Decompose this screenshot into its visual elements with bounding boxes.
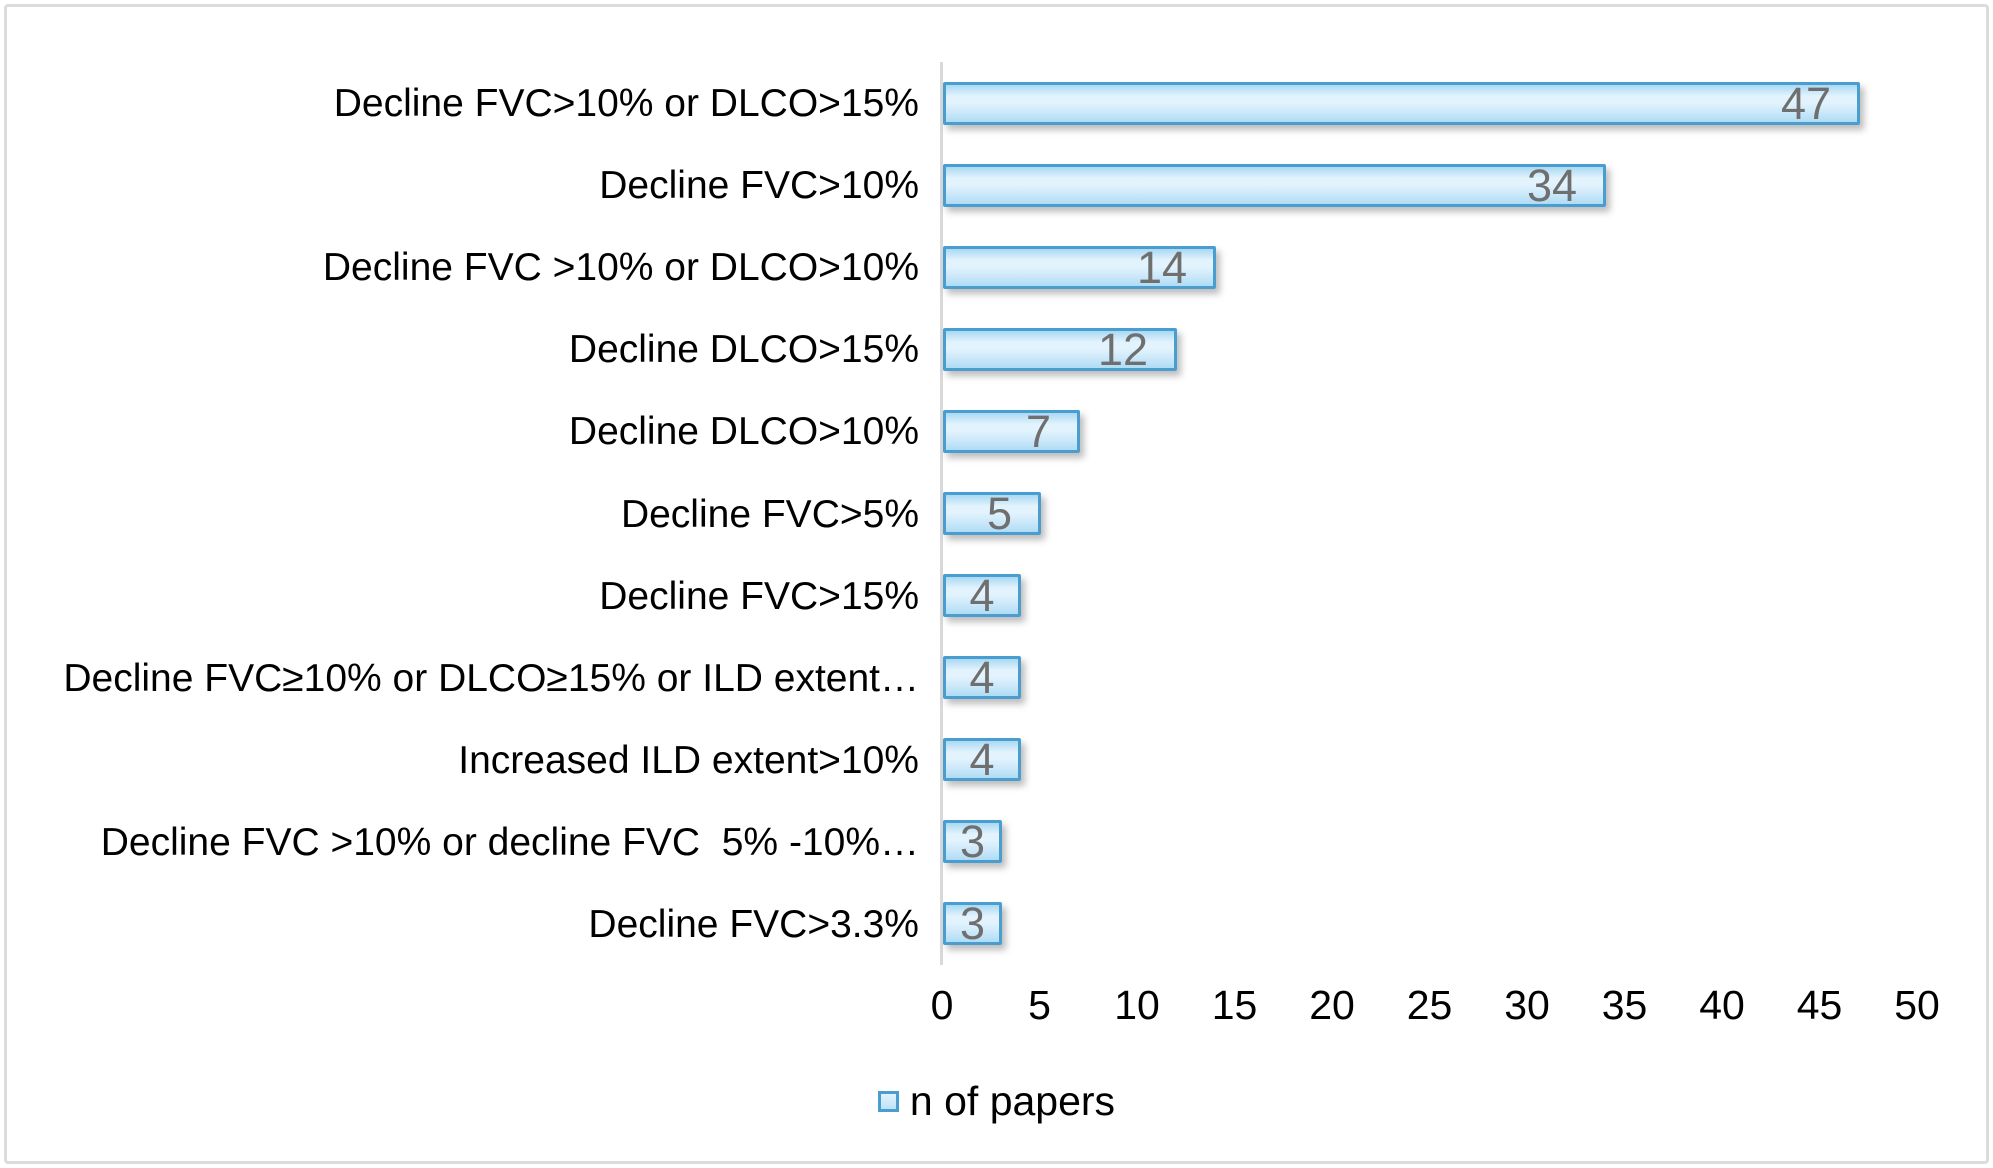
bar: 4 — [943, 734, 1021, 785]
category-label: Decline FVC≥10% or DLCO≥15% or ILD exten… — [63, 657, 919, 700]
bar-value-label: 4 — [969, 652, 995, 703]
bar-value-label: 5 — [986, 488, 1012, 539]
bar-value-label: 47 — [1780, 78, 1831, 129]
bar-value-label: 3 — [959, 816, 986, 867]
bar-value-label: 7 — [1025, 406, 1051, 457]
bar: 3 — [943, 898, 1002, 949]
legend: n of papers — [7, 1081, 1986, 1122]
bar-value-label: 4 — [969, 734, 995, 785]
x-tick-label: 10 — [1114, 982, 1160, 1028]
x-tick-label: 50 — [1894, 982, 1940, 1028]
bar: 47 — [943, 78, 1860, 129]
legend-label: n of papers — [909, 1078, 1116, 1124]
category-label: Decline DLCO>15% — [568, 328, 919, 371]
x-tick-label: 20 — [1309, 982, 1355, 1028]
category-label: Decline FVC>15% — [599, 575, 919, 618]
chart-frame: Decline FVC>10% or DLCO>15% 47 Decline FVC… — [4, 4, 1989, 1164]
category-label: Decline FVC>10% or DLCO>15% — [333, 82, 919, 125]
bar-value-label: 34 — [1526, 160, 1577, 211]
bar-value-label: 3 — [959, 898, 986, 949]
x-tick-label: 30 — [1504, 982, 1550, 1028]
bar: 14 — [943, 242, 1216, 293]
category-label: Decline FVC >10% or DLCO>10% — [322, 246, 919, 289]
category-label: Decline FVC>5% — [620, 493, 919, 536]
bar: 12 — [943, 324, 1177, 375]
bar: 3 — [943, 816, 1002, 867]
x-tick-label: 35 — [1601, 982, 1648, 1028]
category-label: Increased ILD extent>10% — [458, 739, 919, 782]
category-label: Decline FVC>3.3% — [588, 903, 919, 946]
bar: 7 — [943, 406, 1080, 457]
x-tick-label: 5 — [1028, 982, 1051, 1028]
plot-area: Decline FVC>10% or DLCO>15% 47 Decline FVC… — [7, 7, 1986, 1161]
bar: 5 — [943, 488, 1041, 539]
x-tick-label: 0 — [930, 982, 954, 1028]
bar: 4 — [943, 570, 1021, 621]
bar-value-label: 4 — [969, 570, 995, 621]
x-tick-label: 15 — [1211, 982, 1258, 1028]
x-tick-label: 25 — [1406, 982, 1453, 1028]
category-label: Decline FVC >10% or decline FVC 5% -10%… — [100, 821, 919, 864]
legend-swatch-icon — [877, 1091, 899, 1112]
x-tick-label: 40 — [1699, 982, 1745, 1028]
category-label: Decline FVC>10% — [599, 164, 919, 207]
bar-value-label: 14 — [1136, 242, 1187, 293]
bar: 34 — [943, 160, 1606, 211]
y-axis-line — [940, 62, 943, 965]
x-tick-label: 45 — [1796, 982, 1843, 1028]
bar-value-label: 12 — [1097, 324, 1148, 375]
bar: 4 — [943, 652, 1021, 703]
category-label: Decline DLCO>10% — [568, 410, 919, 453]
